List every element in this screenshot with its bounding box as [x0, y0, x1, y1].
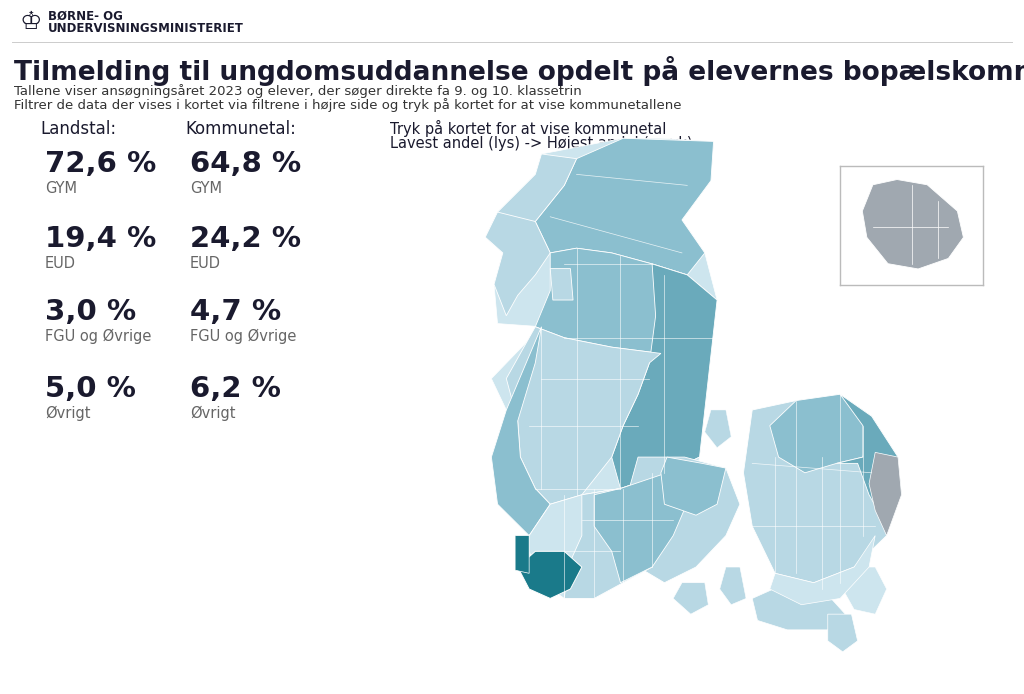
Text: GYM: GYM	[190, 180, 222, 196]
Polygon shape	[660, 457, 726, 515]
Polygon shape	[529, 457, 699, 598]
Text: 19,4 %: 19,4 %	[45, 225, 157, 253]
Polygon shape	[498, 154, 577, 237]
Polygon shape	[862, 180, 964, 269]
Polygon shape	[564, 489, 652, 598]
Text: Kommunetal:: Kommunetal:	[185, 120, 296, 138]
Polygon shape	[492, 327, 550, 536]
Polygon shape	[594, 473, 693, 583]
Text: Øvrigt: Øvrigt	[45, 405, 90, 421]
Polygon shape	[515, 536, 529, 573]
Text: 64,8 %: 64,8 %	[190, 150, 301, 178]
Text: BØRNE- OG: BØRNE- OG	[48, 10, 123, 22]
Text: Lavest andel (lys) -> Højest andel (mørk): Lavest andel (lys) -> Højest andel (mørk…	[390, 136, 692, 151]
Text: Landstal:: Landstal:	[40, 120, 116, 138]
Text: 5,0 %: 5,0 %	[45, 375, 136, 403]
Text: FGU og Øvrige: FGU og Øvrige	[45, 328, 152, 344]
Polygon shape	[621, 457, 740, 583]
Polygon shape	[743, 394, 901, 583]
Polygon shape	[837, 394, 901, 526]
Text: Tilmelding til ungdomsuddannelse opdelt på elevernes bopælskommune: Tilmelding til ungdomsuddannelse opdelt …	[14, 56, 1024, 86]
Polygon shape	[611, 264, 717, 489]
Text: Filtrer de data der vises i kortet via filtrene i højre side og tryk på kortet f: Filtrer de data der vises i kortet via f…	[14, 98, 682, 112]
Polygon shape	[536, 138, 714, 275]
Text: EUD: EUD	[45, 255, 76, 271]
Polygon shape	[536, 248, 717, 353]
Text: 6,2 %: 6,2 %	[190, 375, 281, 403]
Polygon shape	[518, 551, 582, 598]
Text: Tryk på kortet for at vise kommunetal: Tryk på kortet for at vise kommunetal	[390, 120, 667, 137]
Polygon shape	[673, 583, 709, 614]
Text: 4,7 %: 4,7 %	[190, 298, 282, 326]
Polygon shape	[705, 410, 731, 448]
Polygon shape	[770, 394, 871, 473]
Text: GYM: GYM	[45, 180, 77, 196]
Polygon shape	[485, 212, 550, 316]
Text: Tallene viser ansøgningsåret 2023 og elever, der søger direkte fa 9. og 10. klas: Tallene viser ansøgningsåret 2023 og ele…	[14, 84, 582, 98]
Polygon shape	[827, 614, 858, 652]
Polygon shape	[485, 138, 717, 536]
Text: UNDERVISNINGSMINISTERIET: UNDERVISNINGSMINISTERIET	[48, 22, 244, 35]
Text: EUD: EUD	[190, 255, 221, 271]
Text: 3,0 %: 3,0 %	[45, 298, 136, 326]
Polygon shape	[720, 567, 746, 604]
Polygon shape	[506, 327, 660, 505]
Text: ♔: ♔	[20, 10, 42, 34]
Text: 72,6 %: 72,6 %	[45, 150, 157, 178]
Polygon shape	[753, 583, 846, 630]
Polygon shape	[843, 567, 887, 614]
Text: 24,2 %: 24,2 %	[190, 225, 301, 253]
Polygon shape	[550, 269, 573, 300]
Polygon shape	[869, 452, 901, 536]
Polygon shape	[770, 536, 876, 604]
Text: Øvrigt: Øvrigt	[190, 405, 236, 421]
Text: FGU og Øvrige: FGU og Øvrige	[190, 328, 296, 344]
